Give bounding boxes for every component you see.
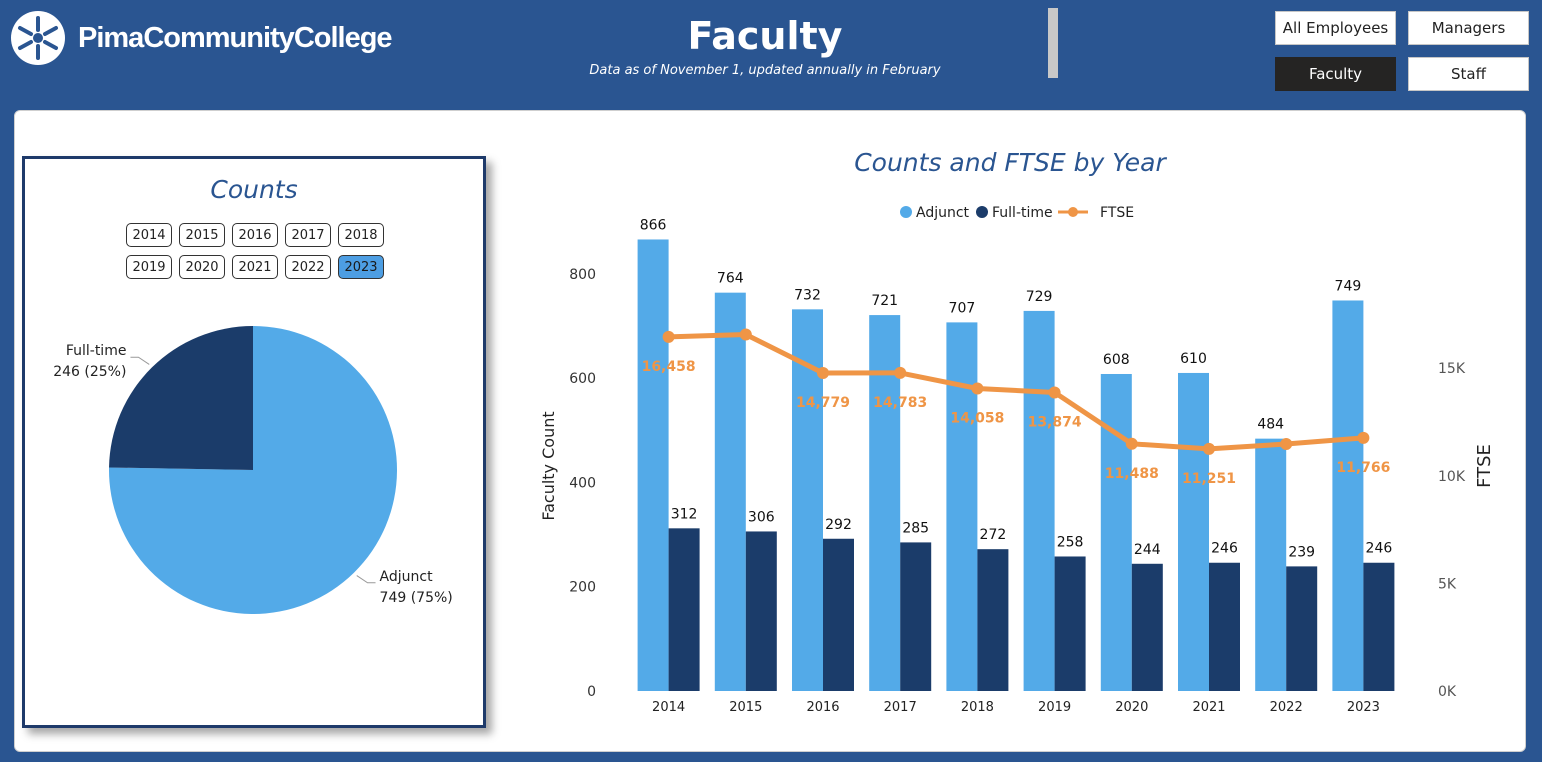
year-button-2023[interactable]: 2023 (338, 255, 384, 279)
pie-leader-adjunct (356, 575, 376, 584)
nav-all-employees-button[interactable]: All Employees (1275, 11, 1396, 45)
pie-value-full-time: 246 (25%) (53, 364, 126, 380)
college-name: PimaCommunityCollege (78, 21, 393, 54)
year-button-2020[interactable]: 2020 (179, 255, 225, 279)
pie-slice-full-time (109, 326, 253, 470)
nav-managers-button[interactable]: Managers (1408, 11, 1529, 45)
college-logo[interactable]: PimaCommunityCollege (10, 10, 393, 66)
college-emblem-icon (11, 11, 65, 65)
pie-slice-adjunct (109, 326, 398, 614)
nav-staff-button[interactable]: Staff (1408, 57, 1529, 91)
year-button-2014[interactable]: 2014 (126, 223, 172, 247)
year-button-2015[interactable]: 2015 (179, 223, 225, 247)
nav-faculty-button[interactable]: Faculty (1275, 57, 1396, 91)
pie-leader-full-time (130, 356, 150, 365)
page-title: Faculty (687, 14, 843, 58)
counts-card: Counts 2014 2015 2016 2017 2018 2019 2020 2021 2… (22, 156, 486, 728)
year-button-2018[interactable]: 2018 (338, 223, 384, 247)
year-button-2017[interactable]: 2017 (285, 223, 331, 247)
pie-label-adjunct: Adjunct (380, 569, 434, 585)
year-button-2019[interactable]: 2019 (126, 255, 172, 279)
chart-title: Counts and FTSE by Year (854, 148, 1166, 177)
pie-label-full-time: Full-time (66, 343, 127, 359)
header-divider (1048, 8, 1058, 78)
counts-pie-chart: Adjunct 749 (75%) Full-time 246 (25%) (53, 326, 453, 614)
page-subtitle: Data as of November 1, updated annually … (589, 63, 941, 78)
year-button-2021[interactable]: 2021 (232, 255, 278, 279)
pie-value-adjunct: 749 (75%) (380, 590, 453, 606)
year-button-2016[interactable]: 2016 (232, 223, 278, 247)
year-button-2022[interactable]: 2022 (285, 255, 331, 279)
counts-title: Counts (210, 175, 298, 204)
